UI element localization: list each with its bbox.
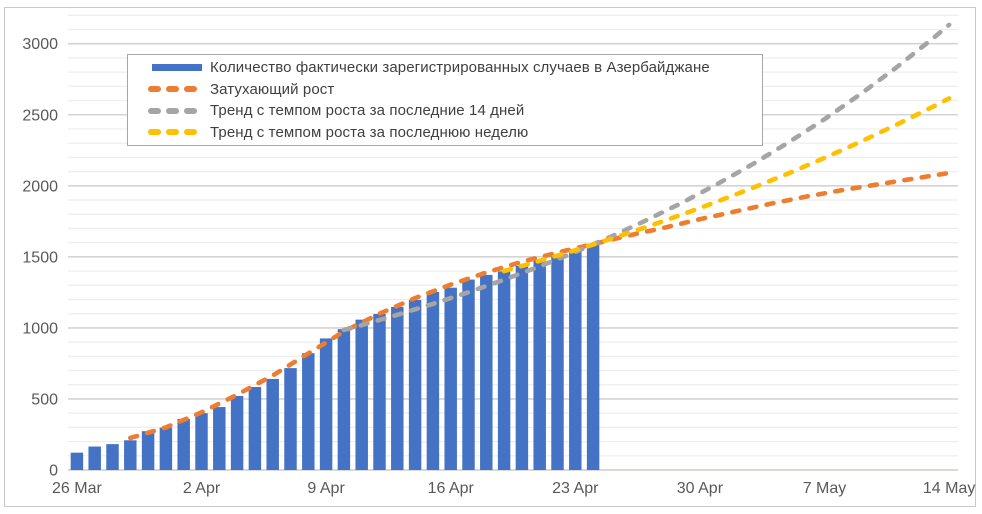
dashed-line-swatch <box>148 107 204 114</box>
bar <box>391 306 404 470</box>
bar <box>480 274 493 470</box>
bar <box>159 427 173 470</box>
bar <box>177 418 190 470</box>
y-tick-label: 500 <box>31 391 58 408</box>
bar <box>213 407 226 470</box>
bar <box>497 271 511 470</box>
legend-item-trend-14-days: Тренд с темпом роста за последние 14 дне… <box>148 100 756 121</box>
bar <box>88 446 101 470</box>
y-axis-labels: 0 500 1000 1500 2000 2500 3000 <box>22 36 58 479</box>
bar <box>195 413 208 470</box>
bar <box>124 440 137 470</box>
y-tick-label: 1000 <box>22 320 58 337</box>
bar <box>569 250 582 470</box>
x-tick-label: 9 Apr <box>307 480 345 497</box>
x-tick-label: 14 May <box>923 480 975 497</box>
x-tick-label: 16 Apr <box>428 480 475 497</box>
bar <box>266 378 279 470</box>
x-tick-label: 2 Apr <box>183 480 221 497</box>
y-tick-label: 2000 <box>22 178 58 195</box>
x-tick-label: 7 May <box>803 480 847 497</box>
bar <box>355 319 368 470</box>
bar <box>319 338 333 470</box>
x-axis-labels: 26 Mar 2 Apr 9 Apr 16 Apr 23 Apr 30 Apr 7 May 1… <box>52 480 975 497</box>
bar <box>373 313 386 470</box>
bar <box>337 329 351 470</box>
legend-item-trend-last-week: Тренд с темпом роста за последнюю неделю <box>148 122 756 143</box>
y-tick-label: 0 <box>49 463 58 480</box>
bar <box>462 279 475 470</box>
y-tick-label: 1500 <box>22 249 58 266</box>
legend-label: Тренд с темпом роста за последнюю неделю <box>210 123 529 141</box>
legend-box: Количество фактически зарегистрированных… <box>127 54 763 146</box>
actual-cases-bars <box>70 243 600 470</box>
bar <box>515 265 529 470</box>
bar <box>230 395 244 470</box>
bar <box>106 444 119 470</box>
bar <box>533 259 546 470</box>
legend-item-actual-cases: Количество фактически зарегистрированных… <box>148 57 756 78</box>
legend-label: Затухающий рост <box>210 80 335 98</box>
bar <box>284 368 297 470</box>
bar <box>426 291 440 470</box>
x-tick-label: 26 Mar <box>52 480 102 497</box>
dashed-line-swatch <box>148 129 204 136</box>
trend-last-week-line <box>501 96 952 274</box>
bar <box>248 387 262 470</box>
bar <box>586 243 600 470</box>
x-tick-label: 30 Apr <box>677 480 724 497</box>
y-tick-label: 2500 <box>22 107 58 124</box>
legend-label: Тренд с темпом роста за последние 14 дне… <box>210 102 525 120</box>
legend-label: Количество фактически зарегистрированных… <box>210 59 710 77</box>
y-tick-label: 3000 <box>22 36 58 53</box>
bar <box>408 299 422 470</box>
dashed-line-swatch <box>148 86 204 93</box>
bar <box>141 431 155 470</box>
trend-14-days-line <box>341 22 952 333</box>
bar <box>302 353 315 470</box>
x-tick-label: 23 Apr <box>552 480 599 497</box>
legend-item-damped-growth: Затухающий рост <box>148 79 756 100</box>
bar <box>444 287 457 470</box>
bar <box>551 254 564 470</box>
bar-swatch <box>148 64 204 72</box>
damped-growth-line <box>128 170 952 441</box>
bar <box>70 452 84 470</box>
